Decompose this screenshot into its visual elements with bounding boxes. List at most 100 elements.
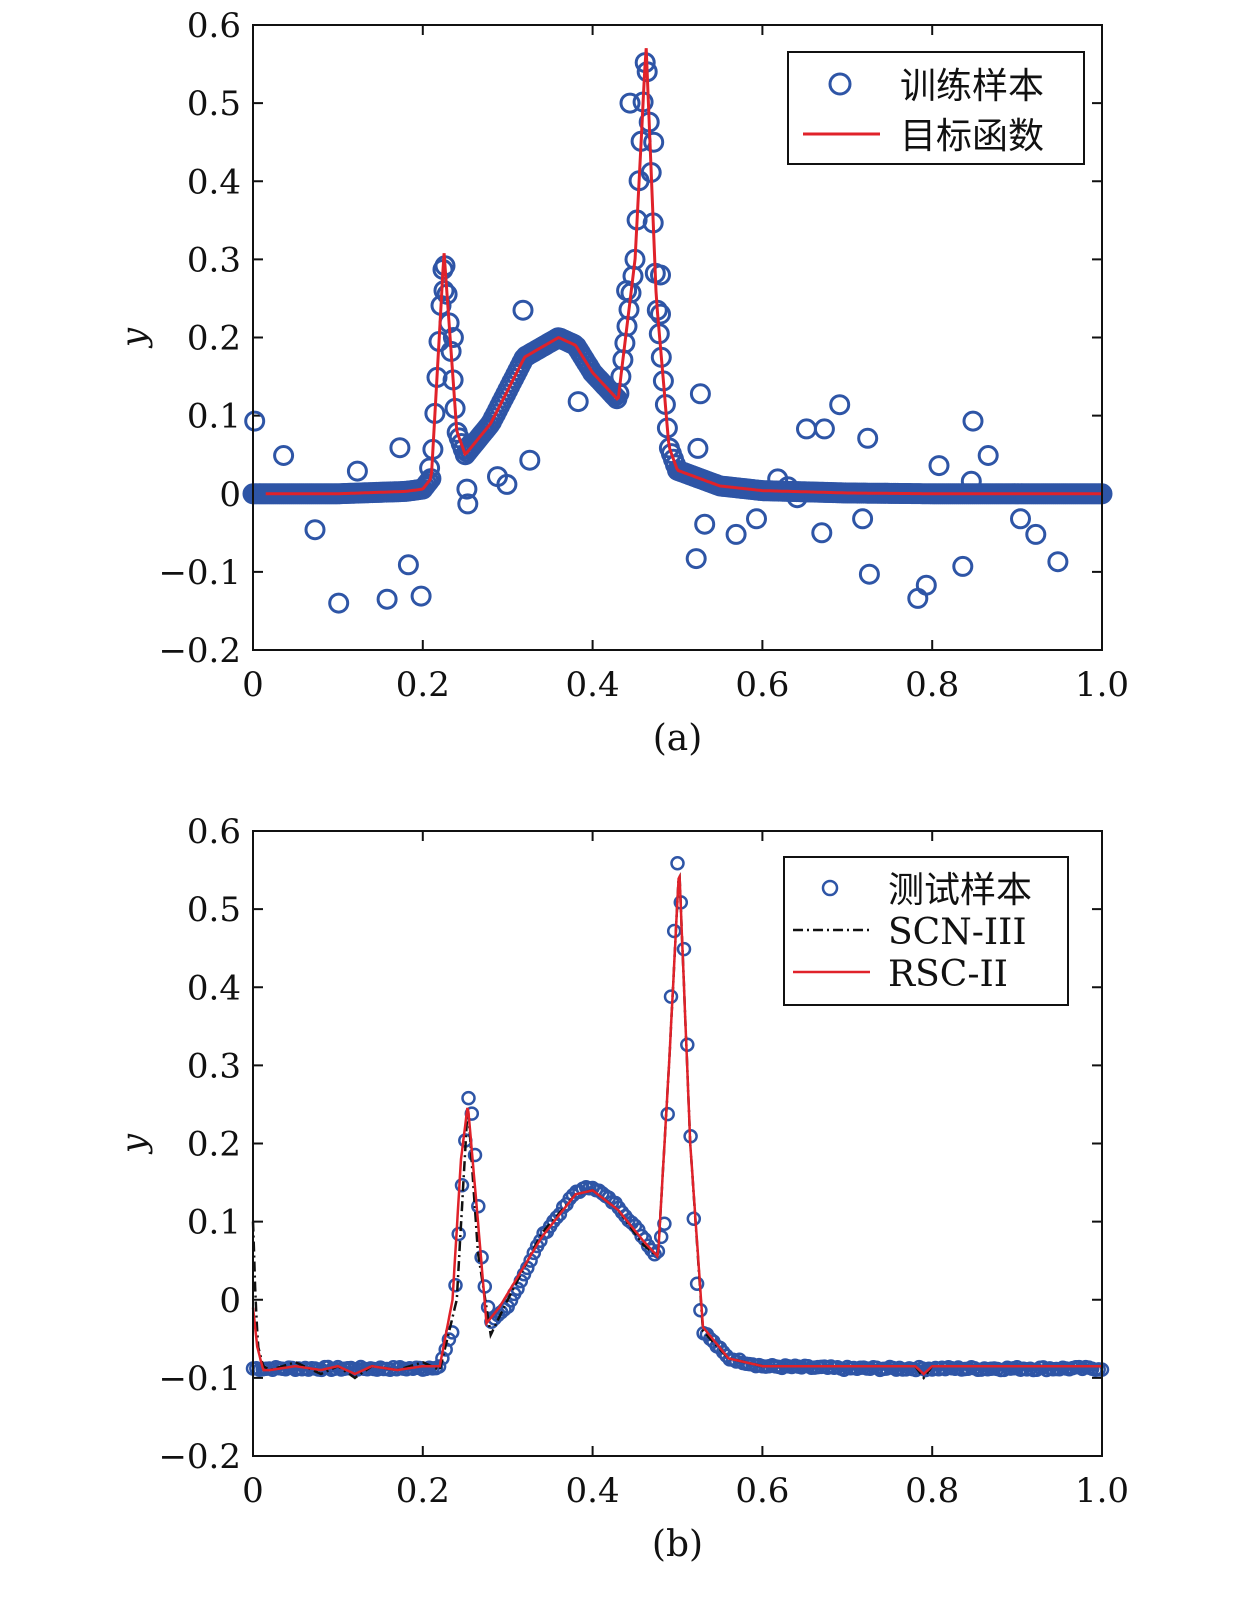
training-outlier-point — [689, 383, 711, 405]
legend-marker-training — [828, 72, 852, 96]
training-outlier-point — [457, 493, 479, 515]
test-sample-point — [660, 1106, 675, 1122]
legend-label-rsc: RSC-II — [888, 954, 1008, 995]
test-sample-point — [448, 1277, 463, 1293]
training-outlier-point — [567, 391, 589, 413]
training-outlier-point — [643, 131, 665, 153]
training-outlier-point — [389, 437, 411, 459]
y-tick-label: 0.3 — [187, 240, 241, 280]
x-tick-label: 0.8 — [905, 1471, 959, 1511]
panel-caption: (b) — [652, 1524, 703, 1565]
y-tick-label: −0.1 — [158, 553, 241, 593]
training-outlier-point — [616, 280, 638, 302]
y-tick-label: −0.1 — [158, 1359, 241, 1399]
training-outlier-point — [512, 299, 534, 321]
training-outlier-point — [857, 427, 879, 449]
test-sample-point — [441, 1332, 457, 1347]
legend-label-test: 测试样本 — [888, 870, 1032, 911]
training-outlier-point — [433, 280, 455, 302]
test-sample-point — [647, 1247, 662, 1262]
training-outlier-point — [907, 587, 929, 609]
training-outlier-point — [456, 478, 478, 500]
test-sample-point — [451, 1226, 466, 1242]
training-outlier-point — [397, 554, 419, 576]
y-tick-label: 0.5 — [187, 890, 241, 930]
test-sample-point — [663, 989, 679, 1004]
training-outlier-point — [952, 555, 974, 577]
panel-b: 0 0.2 0.4 0.6 0.8 1.0 −0.2 −0.1 0 0.1 0.2 0.3 0.4 0.5… — [114, 812, 1129, 1565]
panel-caption: (a) — [653, 718, 703, 759]
x-tick-label: 0 — [242, 1471, 264, 1511]
training-outlier-point — [813, 418, 835, 440]
plot-frame — [252, 830, 1103, 1457]
training-sample-point — [418, 470, 440, 492]
training-sample-point — [604, 386, 626, 407]
y-axis-label: y — [114, 1133, 154, 1155]
training-outlier-point — [685, 548, 707, 570]
y-tick-label: 0.5 — [187, 84, 241, 124]
test-sample-point — [653, 1229, 669, 1245]
x-tick-label: 0.4 — [566, 665, 620, 705]
training-outlier-point — [928, 455, 950, 477]
training-outlier-point — [829, 394, 851, 416]
test-sample-point — [670, 856, 685, 871]
legend-label-target: 目标函数 — [900, 116, 1044, 157]
training-outlier-point — [694, 513, 716, 535]
training-outlier-point — [960, 470, 982, 492]
training-sample-point — [416, 473, 438, 495]
training-outlier-point — [328, 592, 350, 614]
training-outlier-point — [273, 445, 295, 466]
training-outlier-point — [410, 585, 432, 607]
training-outlier-point — [977, 445, 999, 466]
training-outlier-point — [915, 574, 937, 596]
training-outlier-point — [687, 437, 709, 459]
training-outlier-point — [725, 523, 747, 545]
legend-label-scn: SCN-III — [888, 912, 1027, 953]
training-outlier-point — [519, 449, 541, 471]
training-outlier-point — [619, 92, 641, 114]
training-outlier-point — [858, 563, 880, 585]
y-tick-label: 0.6 — [187, 812, 241, 852]
training-outlier-point — [962, 410, 984, 432]
y-tick-label: 0.6 — [187, 6, 241, 46]
x-tick-label: 0 — [242, 665, 264, 705]
legend-marker-test — [821, 879, 839, 897]
x-tick-label: 0.2 — [396, 1471, 450, 1511]
training-outlier-point — [496, 473, 518, 495]
y-tick-label: 0 — [219, 475, 241, 515]
y-tick-label: 0.4 — [187, 162, 241, 202]
test-sample-point — [552, 1206, 568, 1222]
target-function-line — [265, 48, 1102, 496]
test-sample-point — [686, 1211, 702, 1227]
test-sample-point — [689, 1276, 705, 1291]
x-tick-label: 1.0 — [1075, 665, 1129, 705]
test-sample-point — [461, 1090, 476, 1106]
legend-label-training: 训练样本 — [900, 66, 1044, 107]
y-tick-label: 0.2 — [187, 1125, 241, 1165]
y-tick-label: 0.2 — [187, 319, 241, 359]
x-tick-label: 1.0 — [1075, 1471, 1129, 1511]
test-sample-point — [676, 941, 692, 957]
training-outlier-point — [746, 508, 767, 530]
training-outlier-point — [811, 522, 833, 544]
test-sample-point — [634, 1228, 649, 1244]
test-sample-point — [657, 1216, 672, 1232]
rsc-ii-line — [251, 872, 1102, 1376]
y-tick-label: 0.1 — [187, 397, 241, 437]
y-tick-label: 0 — [219, 1281, 241, 1321]
panel-a: 0 0.2 0.4 0.6 0.8 1.0 −0.2 −0.1 0 0.1 0.2 0.3 0.4 0.5… — [114, 6, 1129, 759]
training-outlier-point — [1047, 551, 1069, 573]
test-sample-point — [666, 923, 682, 939]
y-tick-label: −0.2 — [158, 631, 241, 671]
plot-frame — [252, 24, 1103, 651]
training-outlier-point — [244, 410, 266, 432]
training-outlier-point — [304, 519, 326, 541]
training-outlier-point — [796, 418, 817, 440]
legend-box — [787, 51, 1085, 165]
x-tick-label: 0.6 — [735, 665, 789, 705]
y-tick-label: 0.3 — [187, 1046, 241, 1086]
x-tick-label: 0.2 — [396, 665, 450, 705]
